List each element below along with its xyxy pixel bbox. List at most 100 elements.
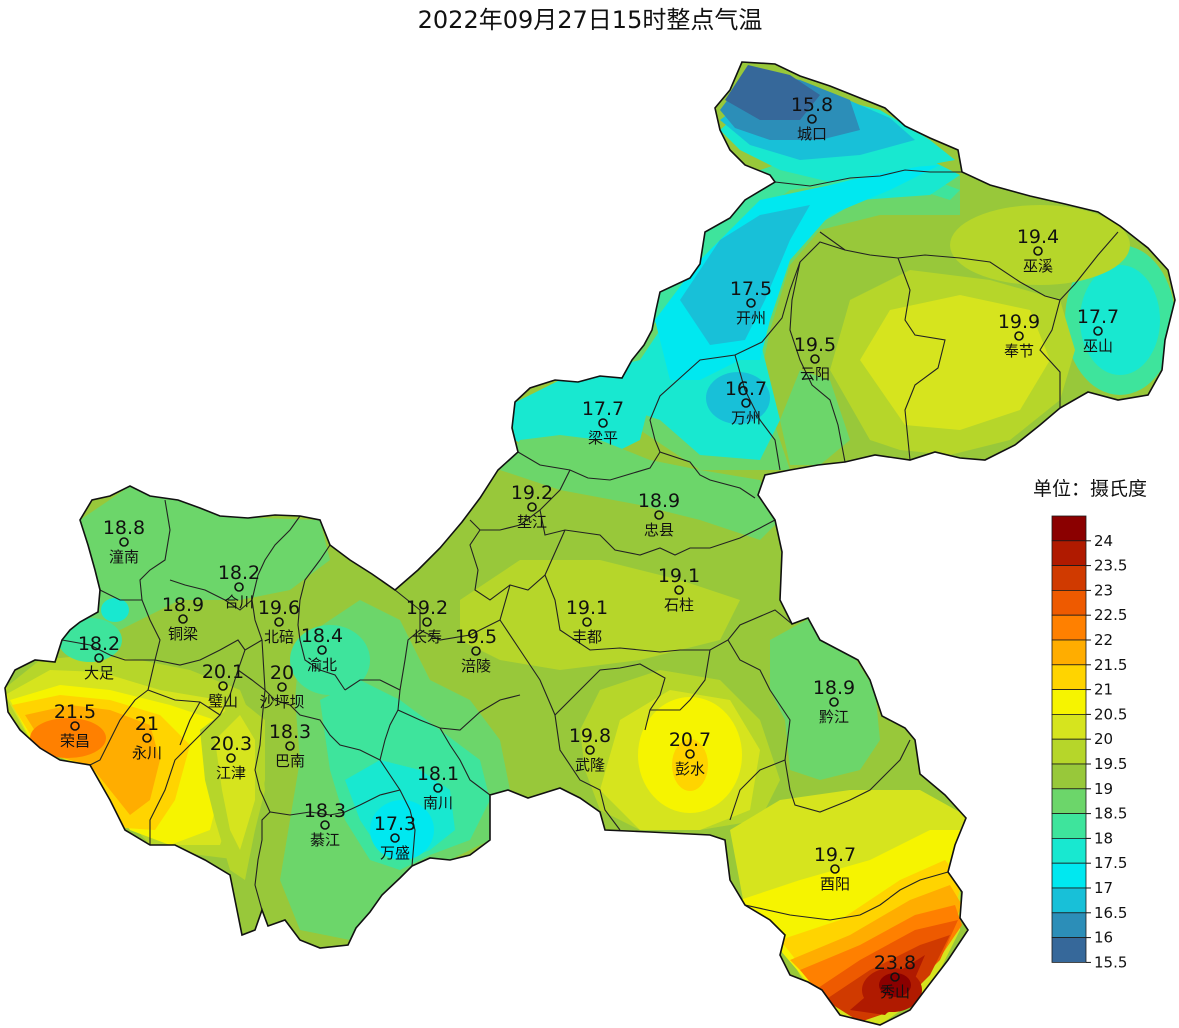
station-name: 綦江 <box>310 831 340 849</box>
station-marker[interactable]: 16.7 万州 <box>725 378 767 427</box>
isotherm-band <box>672 739 708 791</box>
station-marker[interactable]: 19.1 丰都 <box>566 597 608 646</box>
boundary-line <box>499 619 666 731</box>
legend-title: 单位：摄氏度 <box>1033 478 1147 500</box>
station-marker[interactable]: 19.5 云阳 <box>794 334 836 383</box>
station-name: 大足 <box>84 664 114 682</box>
station-name: 巴南 <box>275 752 305 770</box>
station-dot-icon <box>810 354 820 364</box>
station-marker[interactable]: 18.8 潼南 <box>103 517 145 566</box>
station-marker[interactable]: 18.4 渝北 <box>301 625 343 674</box>
station-dot-icon <box>1033 246 1043 256</box>
station-marker[interactable]: 19.2 垫江 <box>511 482 553 531</box>
station-value: 17.7 <box>1077 306 1119 328</box>
station-name: 渝北 <box>307 656 337 674</box>
station-dot-icon <box>274 617 284 627</box>
station-name: 涪陵 <box>461 657 491 675</box>
station-dot-icon <box>320 820 330 830</box>
station-marker[interactable]: 18.3 綦江 <box>304 800 346 849</box>
station-marker[interactable]: 20.3 江津 <box>210 733 252 782</box>
station-marker[interactable]: 17.5 开州 <box>730 278 772 327</box>
boundary-line <box>469 529 566 601</box>
station-marker[interactable]: 18.2 大足 <box>78 633 120 682</box>
boundary-line <box>147 689 221 716</box>
station-marker[interactable]: 18.9 黔江 <box>813 677 855 726</box>
station-dot-icon <box>226 753 236 763</box>
station-value: 18.4 <box>301 625 343 647</box>
station-name: 忠县 <box>644 521 674 539</box>
station-value: 18.3 <box>269 721 311 743</box>
station-marker[interactable]: 17.7 巫山 <box>1077 306 1119 355</box>
legend-label: 18.5 <box>1094 805 1127 823</box>
legend-swatch <box>1051 664 1087 690</box>
station-value: 16.7 <box>725 378 767 400</box>
station-marker[interactable]: 21.5 荣昌 <box>54 701 96 750</box>
station-marker[interactable]: 18.9 铜梁 <box>162 594 204 643</box>
station-marker[interactable]: 20 沙坪坝 <box>259 662 304 711</box>
isotherm-band <box>290 625 370 695</box>
station-dot-icon <box>317 645 327 655</box>
station-marker[interactable]: 19.4 巫溪 <box>1017 226 1059 275</box>
station-marker[interactable]: 19.7 酉阳 <box>814 844 856 893</box>
station-name: 石柱 <box>664 596 694 614</box>
station-marker[interactable]: 19.2 长寿 <box>406 597 448 646</box>
station-marker[interactable]: 19.6 北碚 <box>258 597 300 646</box>
station-marker[interactable]: 18.9 忠县 <box>638 490 680 539</box>
station-name: 丰都 <box>572 628 602 646</box>
legend-swatch <box>1051 862 1087 889</box>
station-marker[interactable]: 17.3 万盛 <box>374 813 416 862</box>
station-dot-icon <box>277 682 287 692</box>
station-marker[interactable]: 19.9 奉节 <box>998 311 1040 360</box>
legend-swatch <box>1051 515 1087 542</box>
legend-swatch <box>1051 912 1087 938</box>
station-marker[interactable]: 17.7 梁平 <box>582 398 624 447</box>
legend-label: 23 <box>1094 581 1113 599</box>
station-name: 黔江 <box>819 708 849 726</box>
legend-label: 17 <box>1094 879 1113 897</box>
station-name: 永川 <box>132 744 162 762</box>
station-marker[interactable]: 19.1 石柱 <box>658 565 700 614</box>
station-marker[interactable]: 20.7 彭水 <box>669 729 711 778</box>
station-name: 万州 <box>731 409 761 427</box>
station-value: 18.3 <box>304 800 346 822</box>
station-marker[interactable]: 18.1 南川 <box>417 763 459 812</box>
station-marker[interactable]: 21 永川 <box>132 713 162 762</box>
station-marker[interactable]: 23.8 秀山 <box>874 952 916 1001</box>
legend-label: 16.5 <box>1094 904 1127 922</box>
legend-label: 19 <box>1094 780 1113 798</box>
boundary-line <box>99 589 142 601</box>
station-marker[interactable]: 20.1 璧山 <box>202 661 244 710</box>
station-name: 垫江 <box>517 513 547 531</box>
station-name: 铜梁 <box>168 625 198 643</box>
station-marker[interactable]: 18.3 巴南 <box>269 721 311 770</box>
station-marker[interactable]: 19.8 武隆 <box>569 725 611 774</box>
isotherm-band <box>370 800 434 860</box>
station-value: 18.8 <box>103 517 145 539</box>
boundary-line <box>251 515 301 813</box>
boundary-line <box>554 714 621 831</box>
legend-swatch <box>1051 937 1087 963</box>
station-marker[interactable]: 19.5 涪陵 <box>455 626 497 675</box>
boundary-line <box>649 419 756 499</box>
legend-swatch <box>1051 689 1087 715</box>
station-marker[interactable]: 15.8 城口 <box>791 94 833 143</box>
station-dot-icon <box>70 721 80 731</box>
station-name: 北碚 <box>264 628 294 646</box>
legend: 单位：摄氏度 24 23.5 23 22.5 22 21.5 21 20.5 20 19.5 19 1… <box>1033 478 1147 971</box>
isotherm-band <box>215 715 255 850</box>
station-dot-icon <box>218 681 228 691</box>
station-value: 23.8 <box>874 952 916 974</box>
station-name: 南川 <box>423 794 453 812</box>
station-name: 开州 <box>736 309 766 327</box>
boundary-line <box>774 169 962 187</box>
station-name: 彭水 <box>675 760 705 778</box>
legend-swatch <box>1051 887 1087 914</box>
boundary-line <box>734 354 781 471</box>
station-value: 17.5 <box>730 278 772 300</box>
boundary-line <box>149 639 263 845</box>
station-marker[interactable]: 18.2 合川 <box>218 562 260 611</box>
station-dot-icon <box>422 617 432 627</box>
station-dot-icon <box>234 582 244 592</box>
station-value: 19.1 <box>566 597 608 619</box>
